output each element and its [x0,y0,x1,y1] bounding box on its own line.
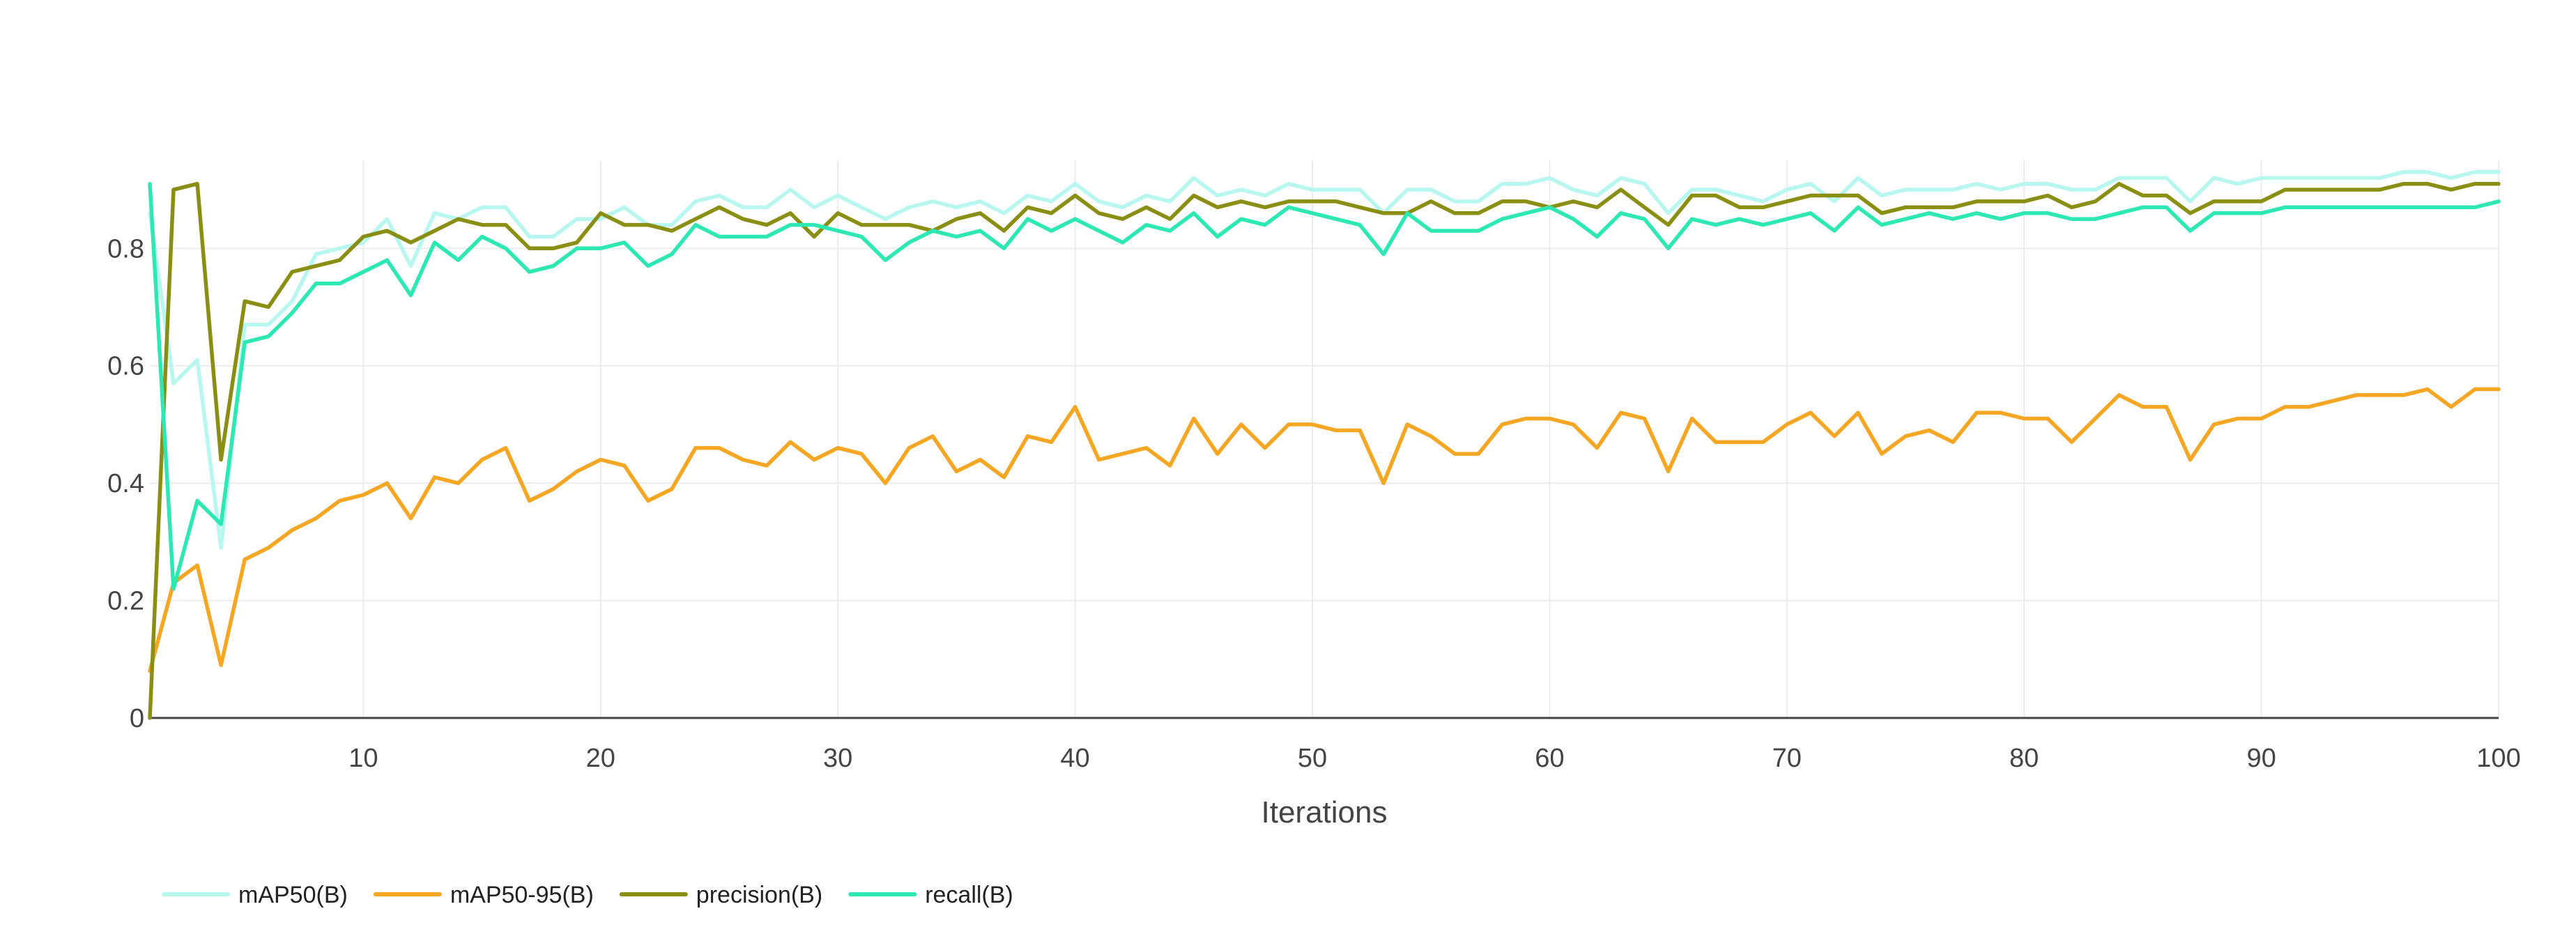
x-tick-label: 30 [823,744,852,773]
legend-label: mAP50-95(B) [450,882,594,908]
y-tick-label: 0.6 [107,352,144,381]
legend-item[interactable]: mAP50(B) [162,882,348,908]
legend-label: precision(B) [696,882,822,908]
x-tick-label: 10 [348,744,378,773]
legend-item[interactable]: precision(B) [619,882,822,908]
y-tick-label: 0.4 [107,469,144,498]
x-tick-label: 90 [2246,744,2276,773]
x-axis-title: Iterations [1262,795,1388,829]
x-tick-label: 80 [2009,744,2039,773]
legend: mAP50(B) mAP50-95(B) precision(B) recall(B) [162,882,1013,908]
legend-item[interactable]: mAP50-95(B) [373,882,594,908]
series-line-map50-b [148,170,2501,550]
y-tick-label: 0.8 [107,234,144,263]
x-tick-label: 60 [1535,744,1564,773]
x-tick-label: 50 [1298,744,1327,773]
legend-item[interactable]: recall(B) [848,882,1013,908]
series-line-precision-b [148,181,2501,720]
axes: 10 20 30 40 50 60 70 80 90 100 0 0.2 0.4 0.6 0.8 [107,234,2521,773]
series-line-map50-95-b [148,387,2501,673]
x-tick-label: 40 [1060,744,1089,773]
y-tick-label: 0 [130,704,144,733]
legend-label: recall(B) [925,882,1013,908]
y-tick-label: 0.2 [107,587,144,616]
series-lines [148,170,2501,720]
x-tick-label: 70 [1772,744,1802,773]
legend-label: mAP50(B) [238,882,348,908]
series-line-recall-b [148,181,2501,591]
x-tick-label: 20 [586,744,615,773]
x-tick-label: 100 [2476,744,2520,773]
gridlines [150,160,2499,718]
